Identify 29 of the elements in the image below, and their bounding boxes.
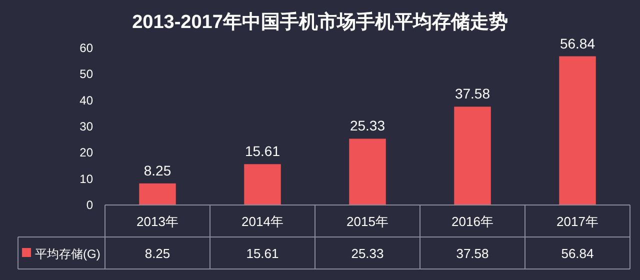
bar [454,106,491,205]
bar [139,183,176,205]
text: 15.61 [246,246,279,261]
y-tick-label: 50 [80,67,94,82]
bar [349,138,386,205]
data-label: 8.25 [144,162,172,178]
text: 56.84 [561,246,594,261]
text: 37.58 [456,246,489,261]
y-tick-label: 10 [80,172,94,186]
y-tick-label: 60 [80,41,94,55]
legend-label: 平均存储(G) [35,247,100,261]
x-tick-label: 2017年 [556,214,598,229]
x-tick-label: 2013年 [136,214,178,229]
x-tick-label: 2016年 [452,214,494,229]
y-tick-label: 20 [80,146,94,160]
text: 25.33 [351,246,384,261]
bar [244,164,281,205]
text: 8.25 [144,246,170,261]
bar [559,56,596,205]
y-tick-label: 30 [80,120,94,134]
data-label: 56.84 [560,35,596,52]
chart-title: 2013-2017年中国手机市场手机平均存储走势 [132,11,508,33]
y-tick-label: 40 [80,93,94,108]
data-label: 25.33 [350,118,386,134]
data-label: 15.61 [244,143,280,160]
x-tick-label: 2015年 [346,214,388,229]
y-tick-label: 0 [86,198,94,212]
data-label: 37.58 [454,86,490,102]
x-tick-label: 2014年 [242,214,284,229]
